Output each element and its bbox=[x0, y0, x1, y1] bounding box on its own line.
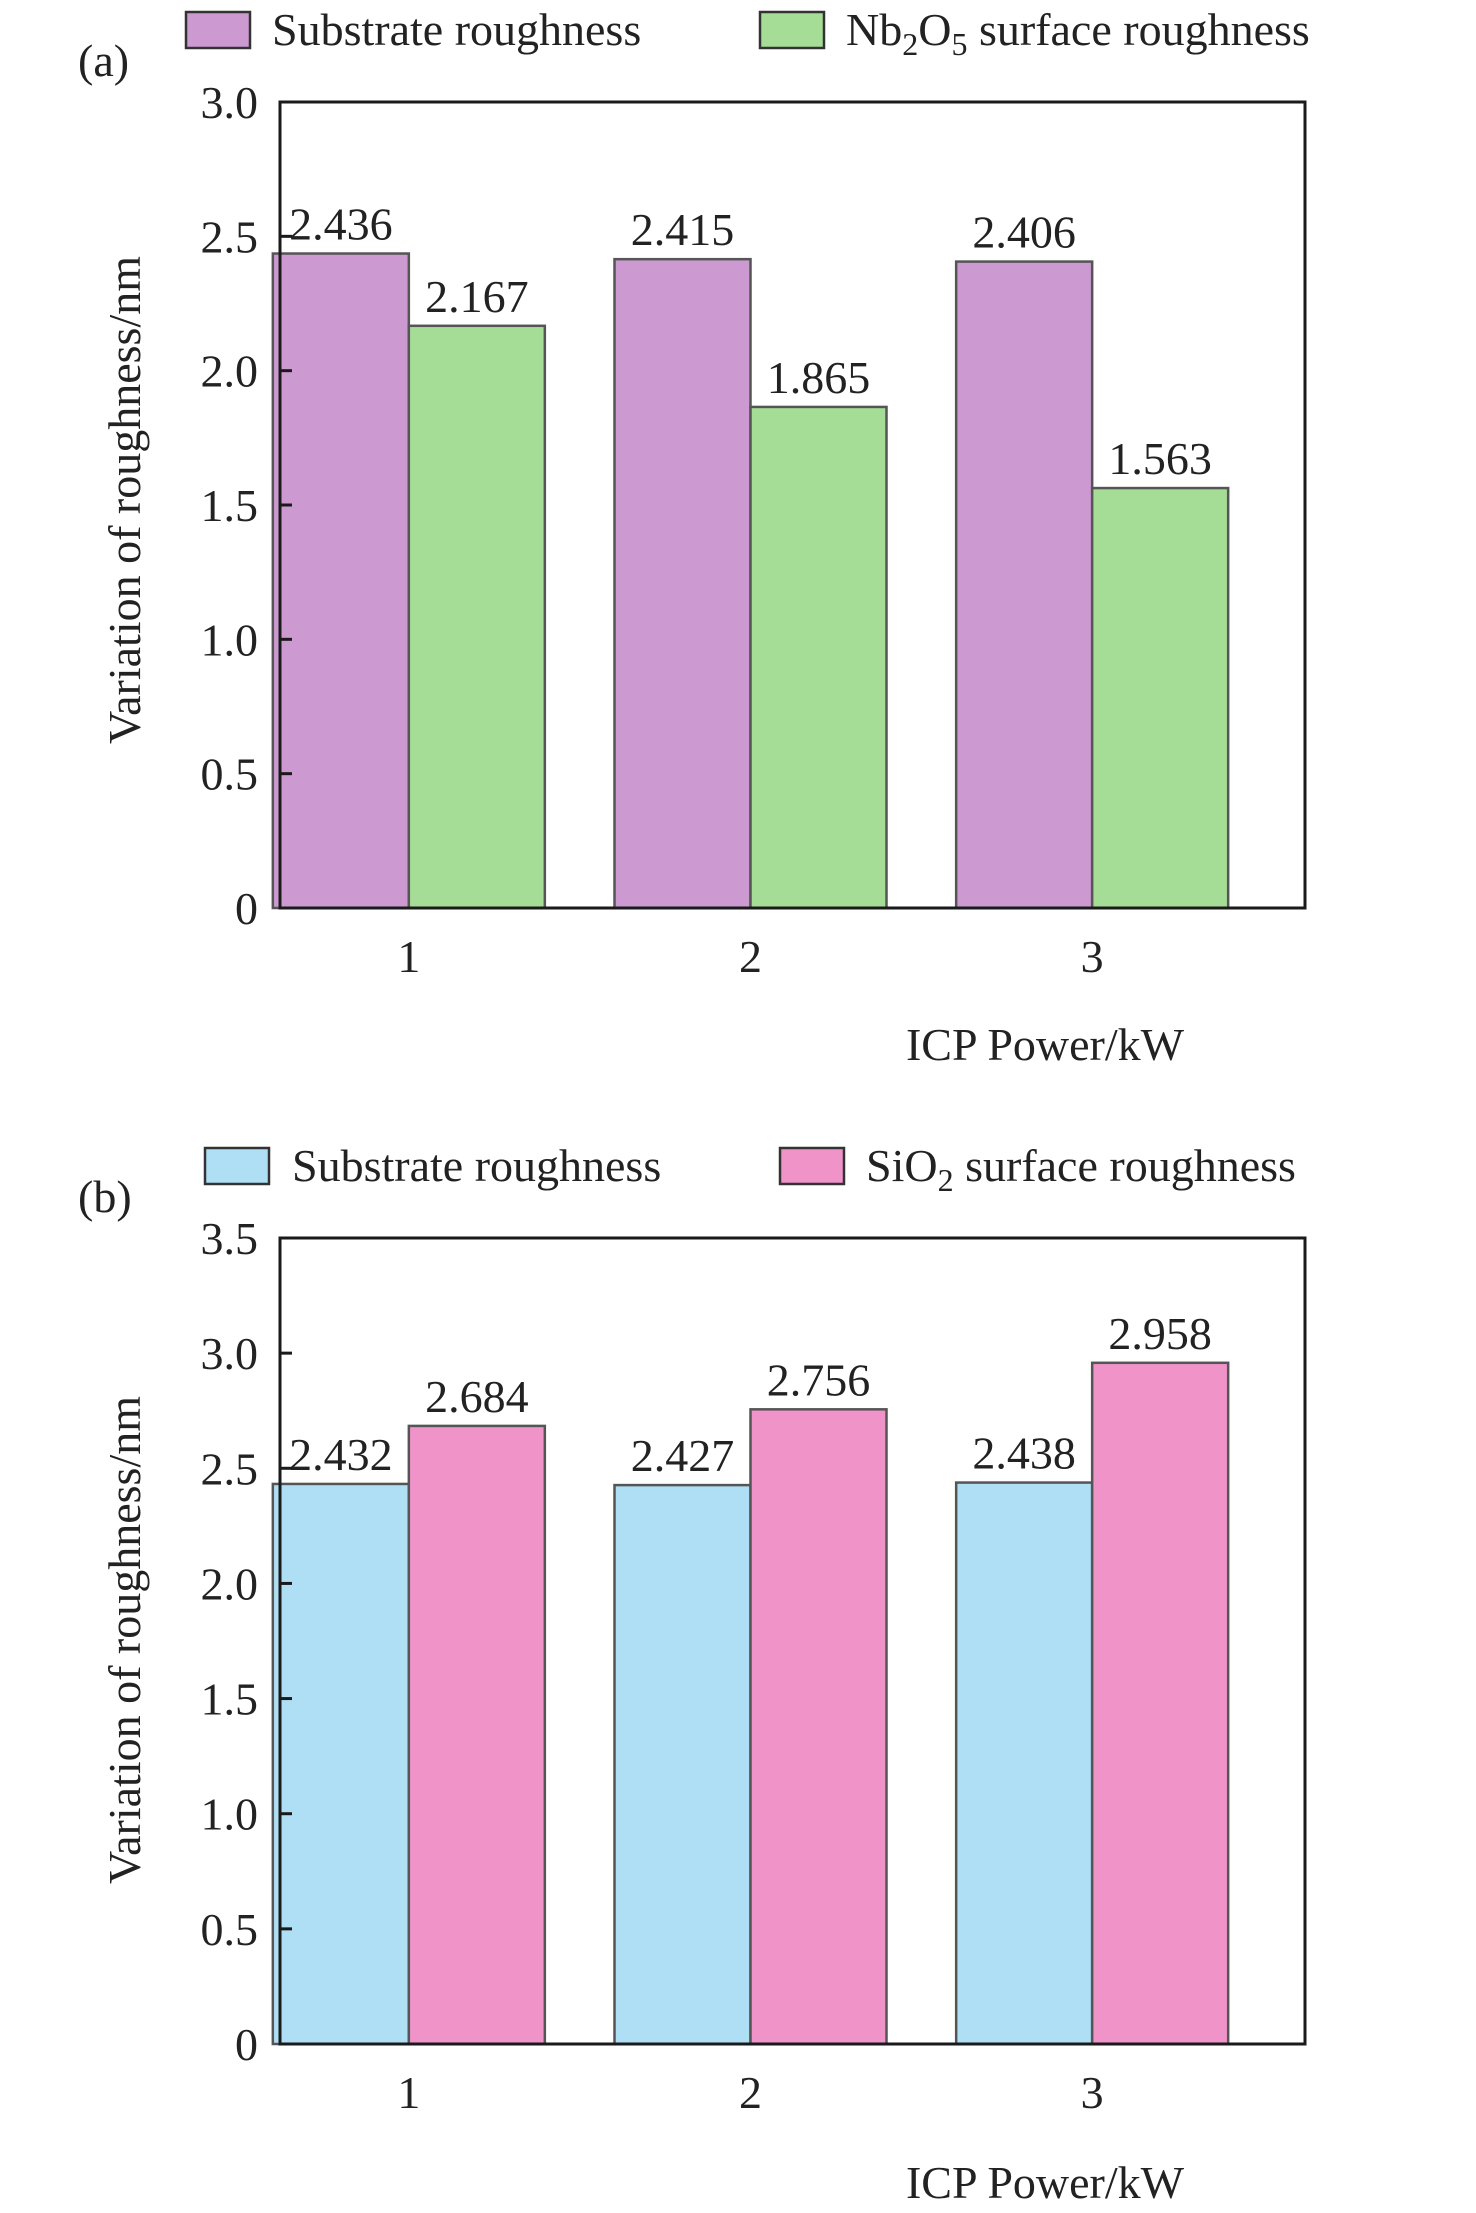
bar-a-s1-c1 bbox=[749, 405, 888, 910]
data-label-a-s0-c0: 2.436 bbox=[289, 199, 393, 250]
y-tick-label-a-4: 2.0 bbox=[201, 346, 259, 397]
data-label-b-s0-c0: 2.432 bbox=[289, 1429, 393, 1480]
bar-b-s1-c2 bbox=[1090, 1361, 1230, 2046]
legend-label-a-1: Nb2O5 surface roughness bbox=[846, 4, 1310, 62]
bar-a-s0-c2 bbox=[954, 260, 1094, 910]
y-tick-label-a-6: 3.0 bbox=[201, 77, 259, 128]
panel-label-b: (b) bbox=[78, 1171, 132, 1222]
y-axis-title-b: Variation of roughness/nm bbox=[99, 1396, 150, 1884]
data-label-b-s1-c1: 2.756 bbox=[767, 1354, 871, 1405]
data-label-a-s1-c1: 1.865 bbox=[767, 352, 871, 403]
panel-label-a: (a) bbox=[78, 35, 129, 86]
bar-a-s1-c0 bbox=[407, 324, 547, 910]
bar-a-s1-c2 bbox=[1090, 486, 1230, 910]
legend-swatch-b-1 bbox=[778, 1146, 846, 1186]
y-tick-label-a-1: 0.5 bbox=[201, 749, 259, 800]
y-tick-label-a-5: 2.5 bbox=[201, 211, 259, 262]
legend-swatch-a-1 bbox=[758, 10, 826, 50]
legend-swatch-a-0 bbox=[184, 10, 252, 50]
y-tick-label-b-2: 1.0 bbox=[201, 1789, 259, 1840]
legend-label-b-1: SiO2 surface roughness bbox=[866, 1140, 1296, 1198]
y-tick-label-b-4: 2.0 bbox=[201, 1558, 259, 1609]
legend-label-a-0: Substrate roughness bbox=[272, 4, 641, 55]
x-tick-label-b-2: 3 bbox=[1081, 2067, 1104, 2118]
data-label-b-s0-c1: 2.427 bbox=[631, 1430, 735, 1481]
bar-b-s0-c0 bbox=[271, 1482, 411, 2046]
plot-area-a: 2.436 2.415 2.406 2.167 1.865 1.563 0 0.5 1.0 1.5… bbox=[201, 77, 1307, 982]
bar-b-s0-c2 bbox=[954, 1481, 1094, 2046]
bar-a-s0-c1 bbox=[613, 257, 752, 910]
data-label-a-s1-c2: 1.563 bbox=[1108, 433, 1212, 484]
x-tick-label-a-2: 3 bbox=[1081, 931, 1104, 982]
legend-swatch-b-0 bbox=[203, 1146, 271, 1186]
bar-b-s1-c1 bbox=[749, 1408, 888, 2046]
y-tick-label-a-2: 1.0 bbox=[201, 614, 259, 665]
panel-b: (b) Substrate roughness SiO2 surface rou… bbox=[78, 1140, 1307, 2208]
data-label-b-s0-c2: 2.438 bbox=[972, 1428, 1076, 1479]
x-tick-label-b-1: 2 bbox=[739, 2067, 762, 2118]
y-tick-label-b-1: 0.5 bbox=[201, 1904, 259, 1955]
data-label-b-s1-c0: 2.684 bbox=[425, 1371, 529, 1422]
bar-a-s0-c0 bbox=[271, 252, 411, 910]
data-label-a-s0-c1: 2.415 bbox=[631, 204, 735, 255]
y-tick-label-b-6: 3.0 bbox=[201, 1328, 259, 1379]
x-axis-title-b: ICP Power/kW bbox=[906, 2157, 1185, 2208]
legend-label-b-0: Substrate roughness bbox=[292, 1140, 661, 1191]
y-tick-label-a-3: 1.5 bbox=[201, 480, 259, 531]
bar-b-s0-c1 bbox=[613, 1483, 752, 2046]
y-tick-label-a-0: 0 bbox=[235, 883, 258, 934]
data-label-b-s1-c2: 2.958 bbox=[1108, 1308, 1212, 1359]
y-tick-label-b-5: 2.5 bbox=[201, 1443, 259, 1494]
x-tick-label-a-1: 2 bbox=[739, 931, 762, 982]
y-tick-label-b-3: 1.5 bbox=[201, 1674, 259, 1725]
plot-frame-b bbox=[278, 1236, 1307, 2046]
x-tick-label-b-0: 1 bbox=[397, 2067, 420, 2118]
x-tick-label-a-0: 1 bbox=[397, 931, 420, 982]
data-label-a-s1-c0: 2.167 bbox=[425, 271, 529, 322]
bar-b-s1-c0 bbox=[407, 1424, 547, 2046]
y-axis-title-a: Variation of roughness/nm bbox=[99, 256, 150, 744]
panel-a: (a) Substrate roughness Nb2O5 surface ro… bbox=[78, 4, 1310, 1070]
plot-area-b: 2.432 2.427 2.438 2.684 2.756 2.958 0 0.5 1.0 1.5… bbox=[201, 1213, 1307, 2118]
x-axis-title-a: ICP Power/kW bbox=[906, 1019, 1185, 1070]
legend-b: Substrate roughness SiO2 surface roughne… bbox=[203, 1140, 1296, 1198]
data-label-a-s0-c2: 2.406 bbox=[972, 207, 1076, 258]
y-tick-label-b-7: 3.5 bbox=[201, 1213, 259, 1264]
legend-a: Substrate roughness Nb2O5 surface roughn… bbox=[184, 4, 1310, 62]
y-tick-label-b-0: 0 bbox=[235, 2019, 258, 2070]
